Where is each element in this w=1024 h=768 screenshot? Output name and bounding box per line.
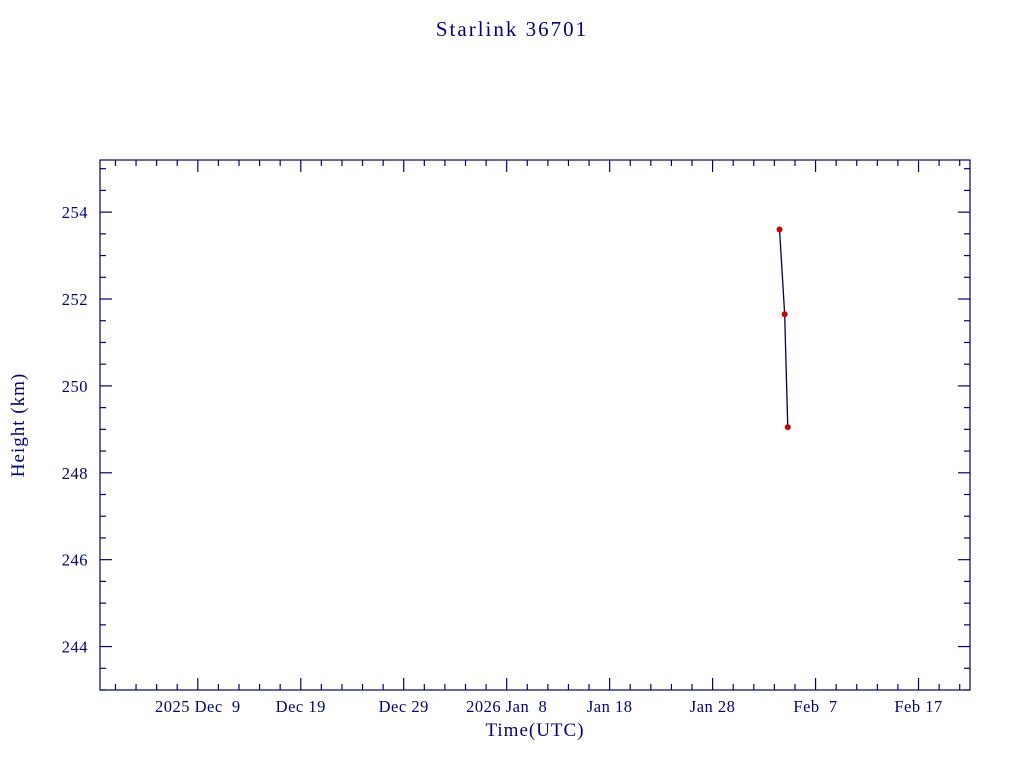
y-tick-label: 244 — [62, 638, 88, 657]
x-tick-label: 2026 Jan 8 — [466, 697, 547, 716]
y-tick-label: 250 — [62, 377, 88, 396]
x-tick-label: Jan 28 — [690, 697, 736, 716]
x-tick-label: Dec 29 — [379, 697, 429, 716]
data-point-marker — [784, 424, 791, 431]
y-tick-label: 246 — [62, 551, 88, 570]
height-line — [778, 229, 789, 428]
x-tick-label: Feb 17 — [894, 697, 942, 716]
x-tick-label: Feb 7 — [793, 697, 837, 716]
data-point-marker — [776, 226, 783, 233]
chart-title: Starlink 36701 — [435, 17, 589, 41]
y-tick-label: 254 — [62, 203, 88, 222]
y-tick-label: 252 — [62, 290, 88, 309]
x-tick-label: Jan 18 — [587, 697, 633, 716]
x-tick-label: Dec 19 — [276, 697, 326, 716]
y-tick-label: 248 — [62, 464, 88, 483]
plot-frame — [99, 159, 971, 691]
x-tick-label: 2025 Dec 9 — [155, 697, 241, 716]
data-point-marker — [781, 311, 788, 318]
x-axis-label: Time(UTC) — [485, 720, 585, 741]
